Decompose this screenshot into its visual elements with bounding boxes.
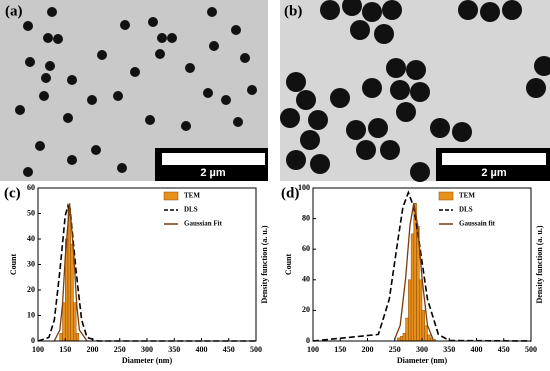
y-tick-label: 0	[306, 336, 310, 345]
histogram-bar	[67, 208, 71, 342]
y-tick-label: 20	[27, 285, 35, 294]
legend-swatch	[163, 191, 179, 201]
y-tick-label: 60	[302, 244, 310, 253]
scale-bar-label: 2 µm	[200, 167, 226, 179]
y-tick-label: 40	[27, 234, 35, 243]
histogram-bar	[62, 302, 66, 342]
histogram-bar	[399, 336, 404, 342]
panel-label: (b)	[284, 3, 302, 19]
legend-label: TEM	[459, 192, 475, 200]
x-tick-label: 500	[525, 345, 537, 354]
legend-label: Gaussian Fit	[184, 220, 223, 228]
panel-label: (d)	[281, 185, 299, 201]
histogram-bar	[421, 310, 425, 342]
particles	[15, 7, 257, 177]
x-tick-label: 200	[362, 345, 374, 354]
x-tick-label: 150	[334, 345, 346, 354]
histogram-bar	[402, 333, 406, 342]
legend-label: Gaussain fit	[459, 220, 496, 228]
histogram-bar	[427, 334, 431, 342]
scale-bar	[442, 153, 546, 165]
x-axis-label: Diameter (nm)	[122, 356, 173, 365]
x-tick-label: 150	[59, 345, 71, 354]
panel-label: (a)	[5, 3, 23, 19]
y2-axis-label: Density function (a. u.)	[535, 225, 544, 303]
x-tick-label: 100	[32, 345, 44, 354]
scale-bar	[162, 153, 265, 165]
x-tick-label: 500	[250, 345, 262, 354]
x-tick-label: 400	[471, 345, 483, 354]
x-tick-label: 250	[389, 345, 401, 354]
histogram-bar	[405, 317, 409, 342]
curve	[53, 203, 88, 342]
y-tick-label: 30	[27, 259, 35, 268]
y2-axis-label: Density function (a. u.)	[260, 225, 269, 303]
legend-label: TEM	[184, 192, 200, 200]
histogram-bar	[419, 279, 423, 342]
histogram-bar	[408, 279, 412, 342]
y-tick-label: 80	[302, 213, 310, 222]
legend-label: DLS	[184, 206, 198, 214]
x-axis-label: Diameter (nm)	[397, 356, 448, 365]
y-axis-label: Count	[284, 253, 293, 275]
histogram-bar	[75, 333, 80, 342]
histogram-bar	[70, 243, 74, 342]
y-tick-label: 60	[27, 183, 35, 192]
histogram-bar	[59, 333, 63, 342]
x-tick-label: 450	[223, 345, 235, 354]
x-tick-label: 350	[443, 345, 455, 354]
y-tick-label: 100	[298, 183, 310, 192]
curve	[312, 190, 532, 342]
micrograph-b: (b) 2 µm	[280, 0, 550, 182]
x-tick-label: 450	[498, 345, 510, 354]
histogram-bar	[424, 325, 428, 342]
particles	[280, 0, 550, 182]
x-tick-label: 300	[416, 345, 428, 354]
y-tick-label: 10	[27, 310, 35, 319]
y-tick-label: 40	[302, 275, 310, 284]
scale-bar-label: 2 µm	[481, 167, 507, 179]
x-tick-label: 200	[87, 345, 99, 354]
histogram-bar	[410, 233, 415, 342]
x-tick-label: 350	[168, 345, 180, 354]
x-tick-label: 300	[141, 345, 153, 354]
x-tick-label: 250	[114, 345, 126, 354]
curve	[394, 203, 434, 340]
y-axis-label: Count	[9, 253, 18, 275]
histogram-bar	[73, 302, 77, 342]
y-tick-label: 50	[27, 208, 35, 217]
legend-label: DLS	[459, 206, 473, 214]
panel-label: (c)	[4, 185, 21, 201]
micrograph-a: (a) 2 µm	[0, 0, 268, 181]
legend-swatch	[438, 191, 454, 201]
x-tick-label: 100	[307, 345, 319, 354]
x-tick-label: 400	[196, 345, 208, 354]
y-tick-label: 0	[31, 336, 35, 345]
y-tick-label: 20	[302, 305, 310, 314]
